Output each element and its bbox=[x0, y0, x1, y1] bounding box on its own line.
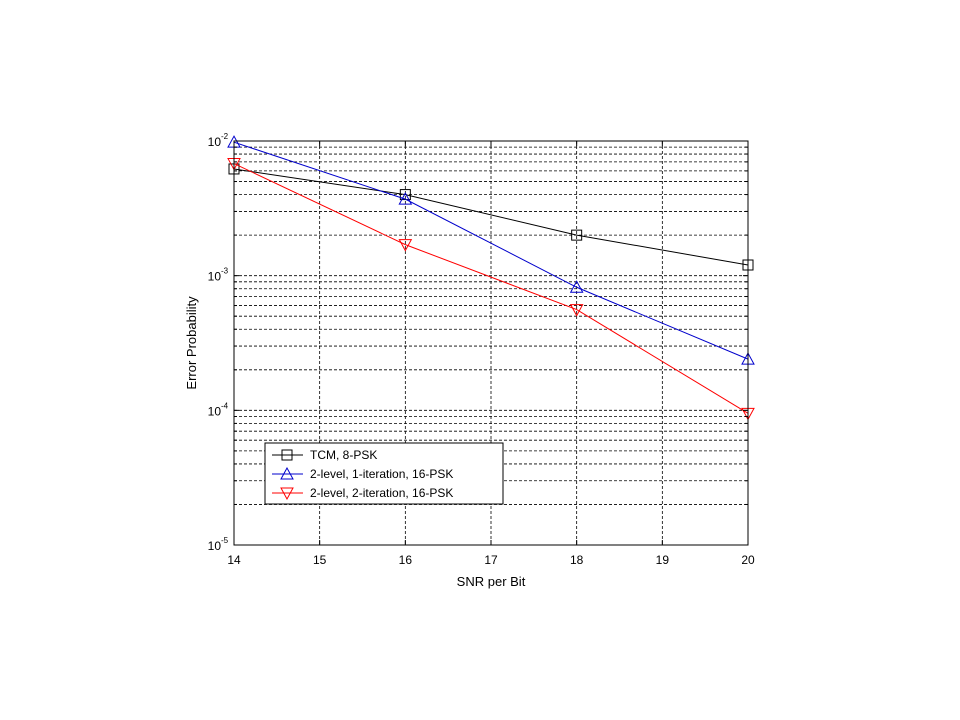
legend-entry: 2-level, 2-iteration, 16-PSK bbox=[272, 486, 453, 501]
legend-label: 2-level, 1-iteration, 16-PSK bbox=[310, 467, 453, 481]
x-tick-label: 19 bbox=[656, 553, 670, 567]
x-tick-label: 14 bbox=[227, 553, 241, 567]
series-line bbox=[233, 168, 749, 266]
legend-label: 2-level, 2-iteration, 16-PSK bbox=[310, 486, 453, 500]
square-marker bbox=[571, 229, 583, 241]
y-tick-label: 10 bbox=[208, 270, 222, 284]
x-tick-label: 18 bbox=[570, 553, 584, 567]
legend-box bbox=[264, 442, 504, 505]
triangle-up-marker bbox=[280, 466, 294, 480]
y-tick-label: 10 bbox=[208, 404, 222, 418]
legend-label: TCM, 8-PSK bbox=[310, 448, 377, 462]
legend: TCM, 8-PSK 2-level, 1-iteration, 16-PSK 2-… bbox=[264, 442, 504, 505]
triangle-down-marker bbox=[569, 304, 584, 317]
y-tick-label: 10 bbox=[208, 135, 222, 149]
legend-entry: TCM, 8-PSK bbox=[272, 448, 377, 462]
x-tick-label: 15 bbox=[313, 553, 327, 567]
x-axis-title: SNR per Bit bbox=[457, 574, 526, 589]
x-tick-label: 20 bbox=[741, 553, 755, 567]
square-marker bbox=[281, 449, 293, 461]
data-series bbox=[227, 135, 755, 421]
y-axis-title: Error Probability bbox=[184, 296, 199, 390]
y-tick-exponent: -2 bbox=[221, 132, 229, 141]
x-tick-label: 16 bbox=[399, 553, 413, 567]
triangle-down-marker bbox=[280, 487, 294, 501]
y-tick-exponent: -5 bbox=[221, 536, 229, 545]
y-tick-label: 10 bbox=[208, 539, 222, 553]
legend-entry: 2-level, 1-iteration, 16-PSK bbox=[272, 466, 453, 481]
y-tick-exponent: -4 bbox=[221, 401, 229, 410]
triangle-up-marker bbox=[398, 192, 413, 205]
x-tick-label: 17 bbox=[484, 553, 498, 567]
series-line bbox=[233, 141, 749, 360]
triangle-down-marker bbox=[398, 239, 413, 252]
series-line bbox=[233, 163, 749, 414]
y-tick-exponent: -3 bbox=[221, 267, 229, 276]
triangle-up-marker bbox=[569, 280, 584, 293]
